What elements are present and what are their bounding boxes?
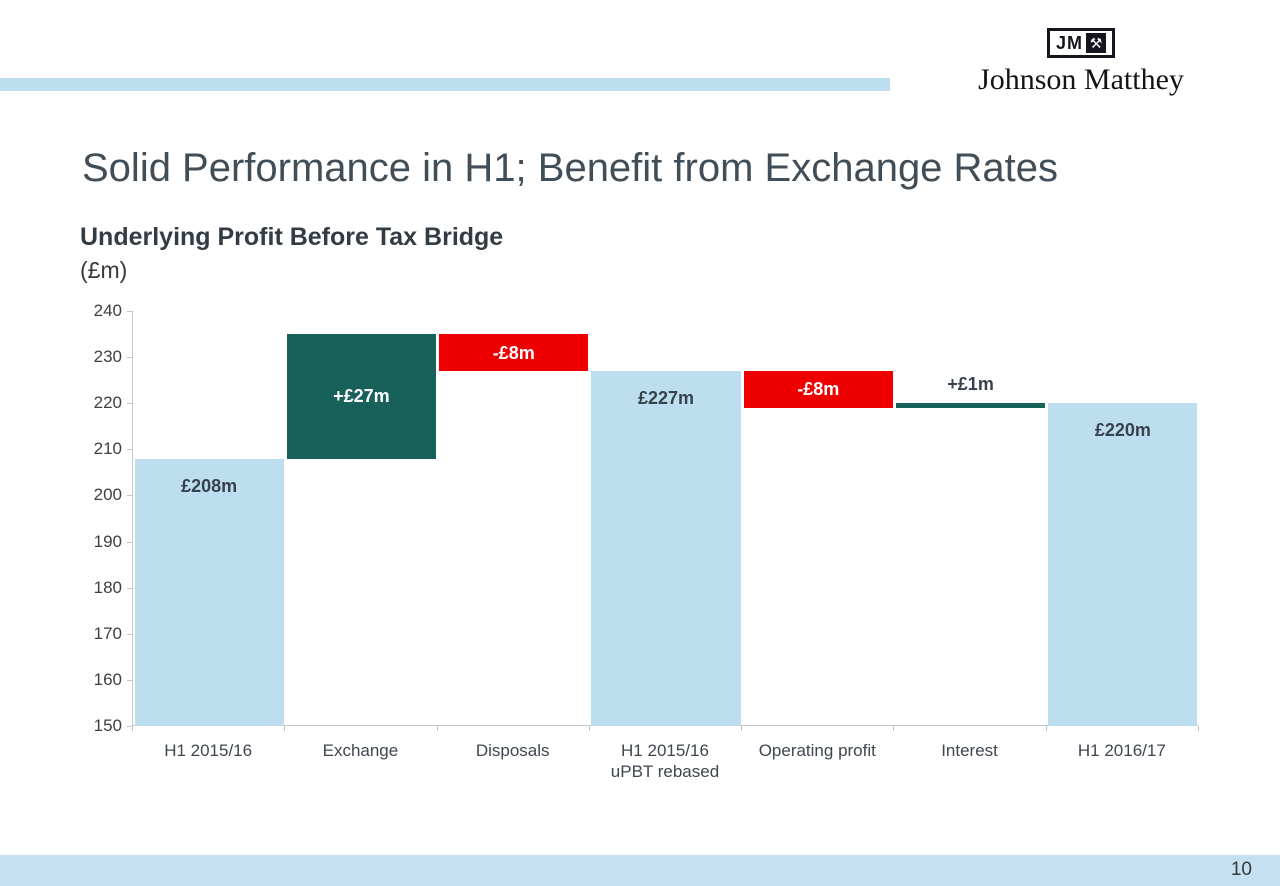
x-tick-mark — [436, 726, 438, 731]
x-axis-category-label: Exchange — [322, 741, 399, 760]
x-tick-mark — [284, 726, 286, 731]
x-tick-mark — [132, 726, 133, 731]
waterfall-bar — [591, 370, 741, 726]
y-tick-mark — [127, 449, 132, 451]
company-logo: JM ⚒ Johnson Matthey — [956, 28, 1206, 97]
plot-area: £208m +£27m -£8m £227m -£8m +£1m £220m — [132, 311, 1198, 726]
y-tick-label: 230 — [93, 347, 122, 367]
x-axis-category-label: H1 2015/16 — [164, 741, 253, 760]
x-tick-mark — [1198, 726, 1199, 731]
waterfall-bar — [286, 334, 437, 459]
y-tick-mark — [127, 495, 132, 497]
waterfall-bar — [1048, 403, 1198, 726]
y-tick-label: 220 — [93, 393, 122, 413]
y-tick-mark — [127, 633, 132, 635]
x-axis-category-label: Disposals — [475, 741, 550, 760]
bar-value-label: -£8m — [797, 379, 840, 400]
bar-value-label: -£8m — [492, 342, 535, 363]
y-tick-mark — [127, 679, 132, 681]
y-tick-mark — [127, 587, 132, 589]
chart-title: Underlying Profit Before Tax Bridge — [80, 223, 504, 251]
y-tick-label: 200 — [93, 485, 122, 505]
x-tick-mark — [588, 726, 590, 731]
slide-title: Solid Performance in H1; Benefit from Ex… — [82, 146, 1059, 190]
company-name: Johnson Matthey — [978, 63, 1184, 96]
bar-value-label: £208m — [181, 475, 238, 496]
bar-value-label: £227m — [637, 387, 695, 408]
y-tick-label: 180 — [93, 577, 122, 597]
y-tick-label: 190 — [93, 531, 122, 551]
y-tick-label: 170 — [93, 623, 122, 643]
bar-value-label: £220m — [1094, 420, 1151, 441]
chart-unit-label: (£m) — [80, 257, 128, 283]
header-accent-strip — [0, 78, 890, 91]
footer-strip: 10 — [0, 855, 1280, 886]
jm-logo-text: JM — [1055, 32, 1083, 53]
bar-value-label: +£1m — [947, 374, 994, 395]
waterfall-chart: £208m +£27m -£8m £227m -£8m +£1m £220m H1 2015… — [80, 301, 1205, 796]
jm-logo-mark: JM ⚒ — [1047, 28, 1115, 58]
x-tick-mark — [741, 726, 743, 731]
waterfall-bar — [895, 403, 1046, 408]
waterfall-bar — [439, 334, 589, 371]
y-tick-label: 150 — [93, 716, 122, 735]
x-axis-category-label: Operating profit — [758, 741, 876, 760]
y-tick-mark — [127, 726, 132, 727]
y-tick-label: 210 — [93, 439, 122, 459]
x-axis-labels: H1 2015/16 Exchange Disposals H1 2015/16 uP… — [132, 740, 1198, 792]
x-tick-mark — [1045, 726, 1047, 731]
x-axis-category-label: H1 2016/17 — [1077, 741, 1166, 760]
waterfall-bar — [134, 458, 284, 726]
y-tick-label: 160 — [93, 669, 122, 689]
y-tick-mark — [127, 541, 132, 543]
y-tick-label: 240 — [93, 301, 122, 320]
hammers-icon: ⚒ — [1086, 33, 1106, 53]
bar-value-label: +£27m — [333, 386, 390, 407]
waterfall-bar — [743, 370, 893, 408]
y-tick-mark — [127, 403, 132, 405]
page-number: 10 — [1230, 859, 1252, 880]
y-tick-mark — [127, 311, 132, 312]
y-tick-mark — [127, 357, 132, 359]
x-axis-category-label: H1 2015/16 uPBT rebased — [610, 741, 720, 781]
x-tick-mark — [893, 726, 895, 731]
x-axis-category-label: Interest — [941, 741, 998, 760]
